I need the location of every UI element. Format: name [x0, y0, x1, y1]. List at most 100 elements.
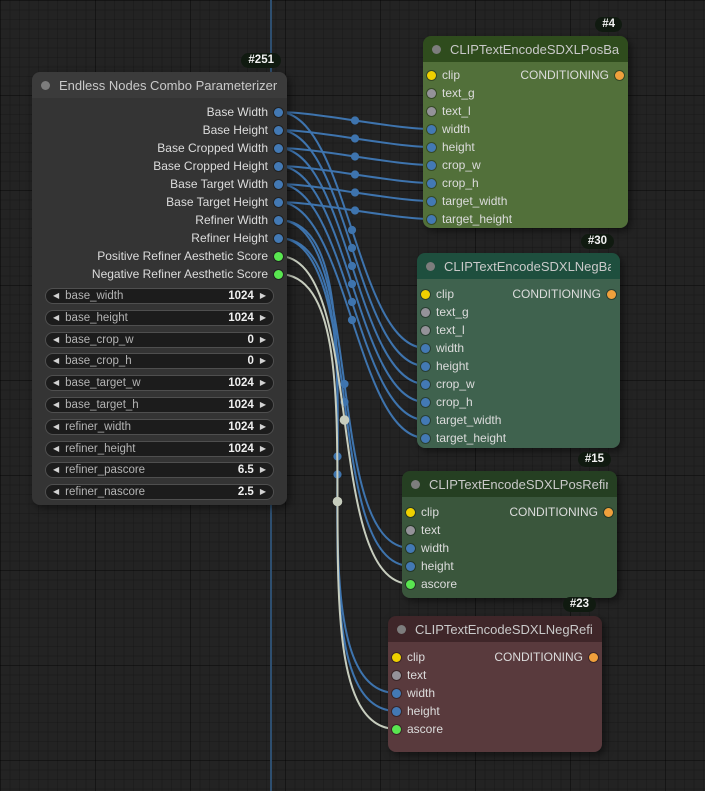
collapse-dot-icon[interactable]	[432, 44, 441, 54]
slot-row: clip CONDITIONING	[388, 648, 602, 666]
input-slot-clip: clip	[392, 648, 425, 666]
increment-arrow-icon[interactable]: ▶	[259, 378, 266, 388]
crop-h-input-dot[interactable]	[421, 397, 430, 407]
widget-refiner-pascore[interactable]: ◀ refiner_pascore 6.5 ▶	[45, 462, 274, 479]
text-input-dot[interactable]	[392, 670, 401, 680]
decrement-arrow-icon[interactable]: ◀	[53, 291, 60, 300]
widget-base-target-w[interactable]: ◀ base_target_w 1024 ▶	[45, 375, 274, 392]
slot-row: height	[388, 702, 602, 720]
conditioning-output-dot[interactable]	[589, 652, 598, 662]
node-cliptextencodesdxlnegbase[interactable]: #30 CLIPTextEncodeSDXLNegBase clip CONDITIO…	[417, 234, 620, 448]
input-slot-label: text	[407, 668, 427, 682]
slot-row: Base Target Height	[32, 193, 287, 211]
base-target-height-output-dot[interactable]	[274, 197, 283, 207]
increment-arrow-icon[interactable]: ▶	[259, 487, 266, 497]
decrement-arrow-icon[interactable]: ◀	[53, 487, 60, 497]
widget-base-height[interactable]: ◀ base_height 1024 ▶	[45, 309, 274, 326]
clip-input-dot[interactable]	[392, 652, 401, 662]
collapse-dot-icon[interactable]	[41, 80, 50, 90]
decrement-arrow-icon[interactable]: ◀	[53, 421, 60, 431]
node-titlebar[interactable]: CLIPTextEncodeSDXLNegRefiner	[388, 616, 602, 642]
node-cliptextencodesdxlposrefiner[interactable]: #15 CLIPTextEncodeSDXLPosRefiner clip CONDI…	[402, 452, 617, 598]
crop-w-input-dot[interactable]	[421, 379, 430, 389]
node-titlebar[interactable]: CLIPTextEncodeSDXLNegBase	[417, 253, 620, 279]
conditioning-output-dot[interactable]	[615, 70, 624, 80]
height-input-dot[interactable]	[392, 706, 401, 716]
increment-arrow-icon[interactable]: ▶	[259, 421, 266, 431]
refiner-width-output-dot[interactable]	[274, 215, 283, 225]
input-slot-label: clip	[442, 68, 461, 82]
widget-refiner-width[interactable]: ◀ refiner_width 1024 ▶	[45, 418, 274, 435]
base-width-output-dot[interactable]	[274, 107, 283, 117]
decrement-arrow-icon[interactable]: ◀	[53, 356, 60, 366]
increment-arrow-icon[interactable]: ▶	[259, 356, 266, 366]
decrement-arrow-icon[interactable]: ◀	[53, 378, 60, 388]
crop-w-input-dot[interactable]	[427, 160, 436, 170]
decrement-arrow-icon[interactable]: ◀	[53, 465, 60, 475]
decrement-arrow-icon[interactable]: ◀	[53, 443, 60, 453]
widget-base-crop-w[interactable]: ◀ base_crop_w 0 ▶	[45, 331, 274, 348]
node-titlebar[interactable]: CLIPTextEncodeSDXLPosRefiner	[402, 471, 617, 497]
conditioning-output-dot[interactable]	[607, 289, 616, 299]
input-slot-width: width	[406, 539, 449, 557]
text-g-input-dot[interactable]	[427, 88, 436, 98]
width-input-dot[interactable]	[392, 688, 401, 698]
clip-input-dot[interactable]	[427, 70, 436, 80]
positive-refiner-aesthetic-score-output-dot[interactable]	[274, 251, 283, 261]
widget-refiner-height[interactable]: ◀ refiner_height 1024 ▶	[45, 440, 274, 457]
node-cliptextencodesdxlnegrefiner[interactable]: #23 CLIPTextEncodeSDXLNegRefiner clip CONDI…	[388, 597, 602, 752]
negative-refiner-aesthetic-score-output-dot[interactable]	[274, 269, 283, 279]
increment-arrow-icon[interactable]: ▶	[259, 334, 266, 344]
width-input-dot[interactable]	[406, 543, 415, 553]
crop-h-input-dot[interactable]	[427, 178, 436, 188]
conditioning-output-dot[interactable]	[604, 507, 613, 517]
refiner-height-output-dot[interactable]	[274, 233, 283, 243]
base-target-width-output-dot[interactable]	[274, 179, 283, 189]
target-width-input-dot[interactable]	[421, 415, 430, 425]
node-endless-nodes-combo-parameterizer[interactable]: #251 Endless Nodes Combo Parameterizer Bas…	[32, 53, 287, 505]
increment-arrow-icon[interactable]: ▶	[259, 399, 266, 409]
height-input-dot[interactable]	[427, 142, 436, 152]
height-input-dot[interactable]	[421, 361, 430, 371]
decrement-arrow-icon[interactable]: ◀	[53, 399, 60, 409]
target-height-input-dot[interactable]	[421, 433, 430, 443]
increment-arrow-icon[interactable]: ▶	[259, 465, 266, 475]
node-id-badge: #4	[595, 17, 622, 32]
base-cropped-height-output-dot[interactable]	[274, 161, 283, 171]
clip-input-dot[interactable]	[406, 507, 415, 517]
node-titlebar[interactable]: CLIPTextEncodeSDXLPosBase	[423, 36, 628, 62]
increment-arrow-icon[interactable]: ▶	[259, 291, 266, 300]
width-input-dot[interactable]	[421, 343, 430, 353]
widget-base-target-h[interactable]: ◀ base_target_h 1024 ▶	[45, 396, 274, 413]
decrement-arrow-icon[interactable]: ◀	[53, 334, 60, 344]
text-g-input-dot[interactable]	[421, 307, 430, 317]
target-height-input-dot[interactable]	[427, 214, 436, 224]
collapse-dot-icon[interactable]	[426, 261, 435, 271]
widget-base-crop-h[interactable]: ◀ base_crop_h 0 ▶	[45, 353, 274, 370]
node-titlebar[interactable]: Endless Nodes Combo Parameterizer	[32, 72, 287, 98]
decrement-arrow-icon[interactable]: ◀	[53, 312, 60, 322]
target-width-input-dot[interactable]	[427, 196, 436, 206]
slot-row: ascore	[388, 720, 602, 738]
collapse-dot-icon[interactable]	[397, 624, 406, 634]
input-slot-label: crop_w	[436, 377, 475, 391]
node-cliptextencodesdxlposbase[interactable]: #4 CLIPTextEncodeSDXLPosBase clip CONDITION…	[423, 17, 628, 228]
clip-input-dot[interactable]	[421, 289, 430, 299]
base-cropped-width-output-dot[interactable]	[274, 143, 283, 153]
widget-refiner-nascore[interactable]: ◀ refiner_nascore 2.5 ▶	[45, 484, 274, 501]
height-input-dot[interactable]	[406, 561, 415, 571]
text-l-input-dot[interactable]	[421, 325, 430, 335]
widget-base-width[interactable]: ◀ base_width 1024 ▶	[45, 288, 274, 304]
ascore-input-dot[interactable]	[392, 724, 401, 734]
increment-arrow-icon[interactable]: ▶	[259, 312, 266, 322]
increment-arrow-icon[interactable]: ▶	[259, 443, 266, 453]
text-l-input-dot[interactable]	[427, 106, 436, 116]
input-slot-label: width	[421, 541, 450, 555]
text-input-dot[interactable]	[406, 525, 415, 535]
base-height-output-dot[interactable]	[274, 125, 283, 135]
collapse-dot-icon[interactable]	[411, 479, 420, 489]
width-input-dot[interactable]	[427, 124, 436, 134]
ascore-input-dot[interactable]	[406, 579, 415, 589]
widget-value: 1024	[228, 398, 254, 411]
